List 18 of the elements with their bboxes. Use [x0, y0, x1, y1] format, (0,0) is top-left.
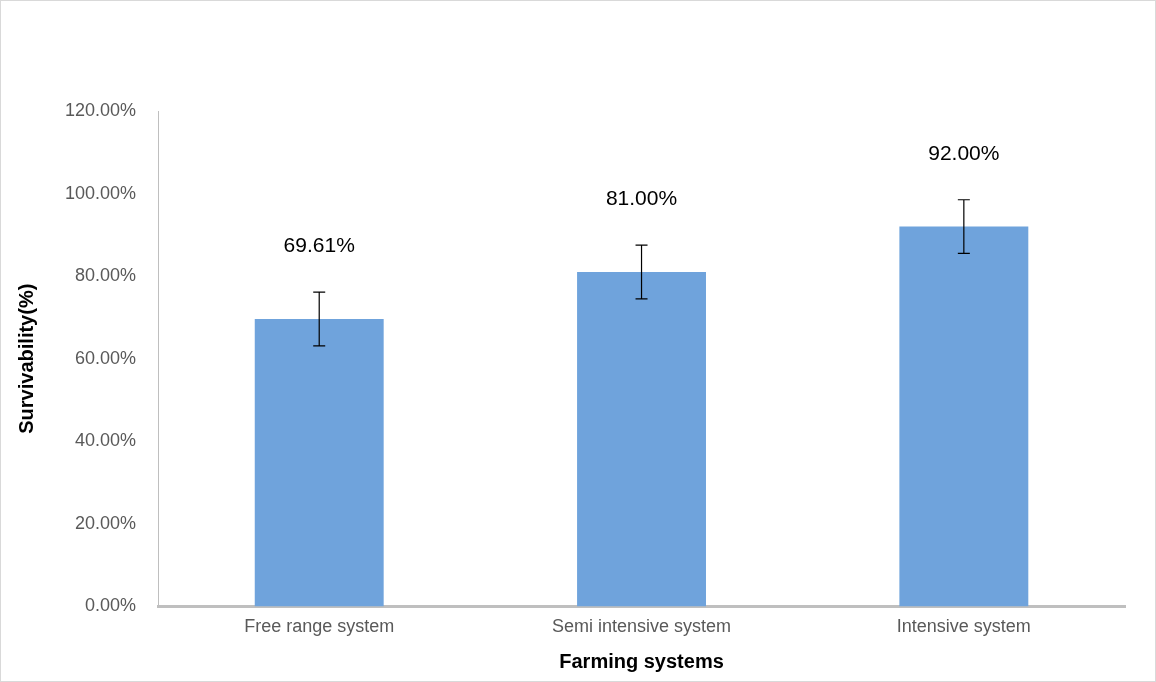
x-tick-label: Semi intensive system — [552, 616, 732, 637]
data-label: 92.00% — [928, 141, 1000, 165]
x-tick-label: Intensive system — [896, 616, 1031, 637]
data-label: 69.61% — [283, 233, 355, 257]
y-tick-label: 100.00% — [65, 182, 137, 203]
y-tick-label: 80.00% — [75, 265, 137, 286]
x-axis-title: Farming systems — [559, 649, 724, 672]
bar — [899, 226, 1029, 607]
y-tick-label: 40.00% — [75, 430, 137, 451]
bar — [254, 319, 384, 607]
x-tick-label: Free range system — [244, 616, 395, 637]
y-axis-title: Survivability(%) — [14, 283, 37, 434]
y-tick-label: 20.00% — [75, 512, 137, 533]
y-tick-label: 60.00% — [75, 347, 137, 368]
y-tick-label: 0.00% — [85, 595, 137, 616]
data-label: 81.00% — [605, 186, 678, 210]
bar — [577, 272, 706, 607]
y-tick-label: 120.00% — [65, 99, 137, 120]
